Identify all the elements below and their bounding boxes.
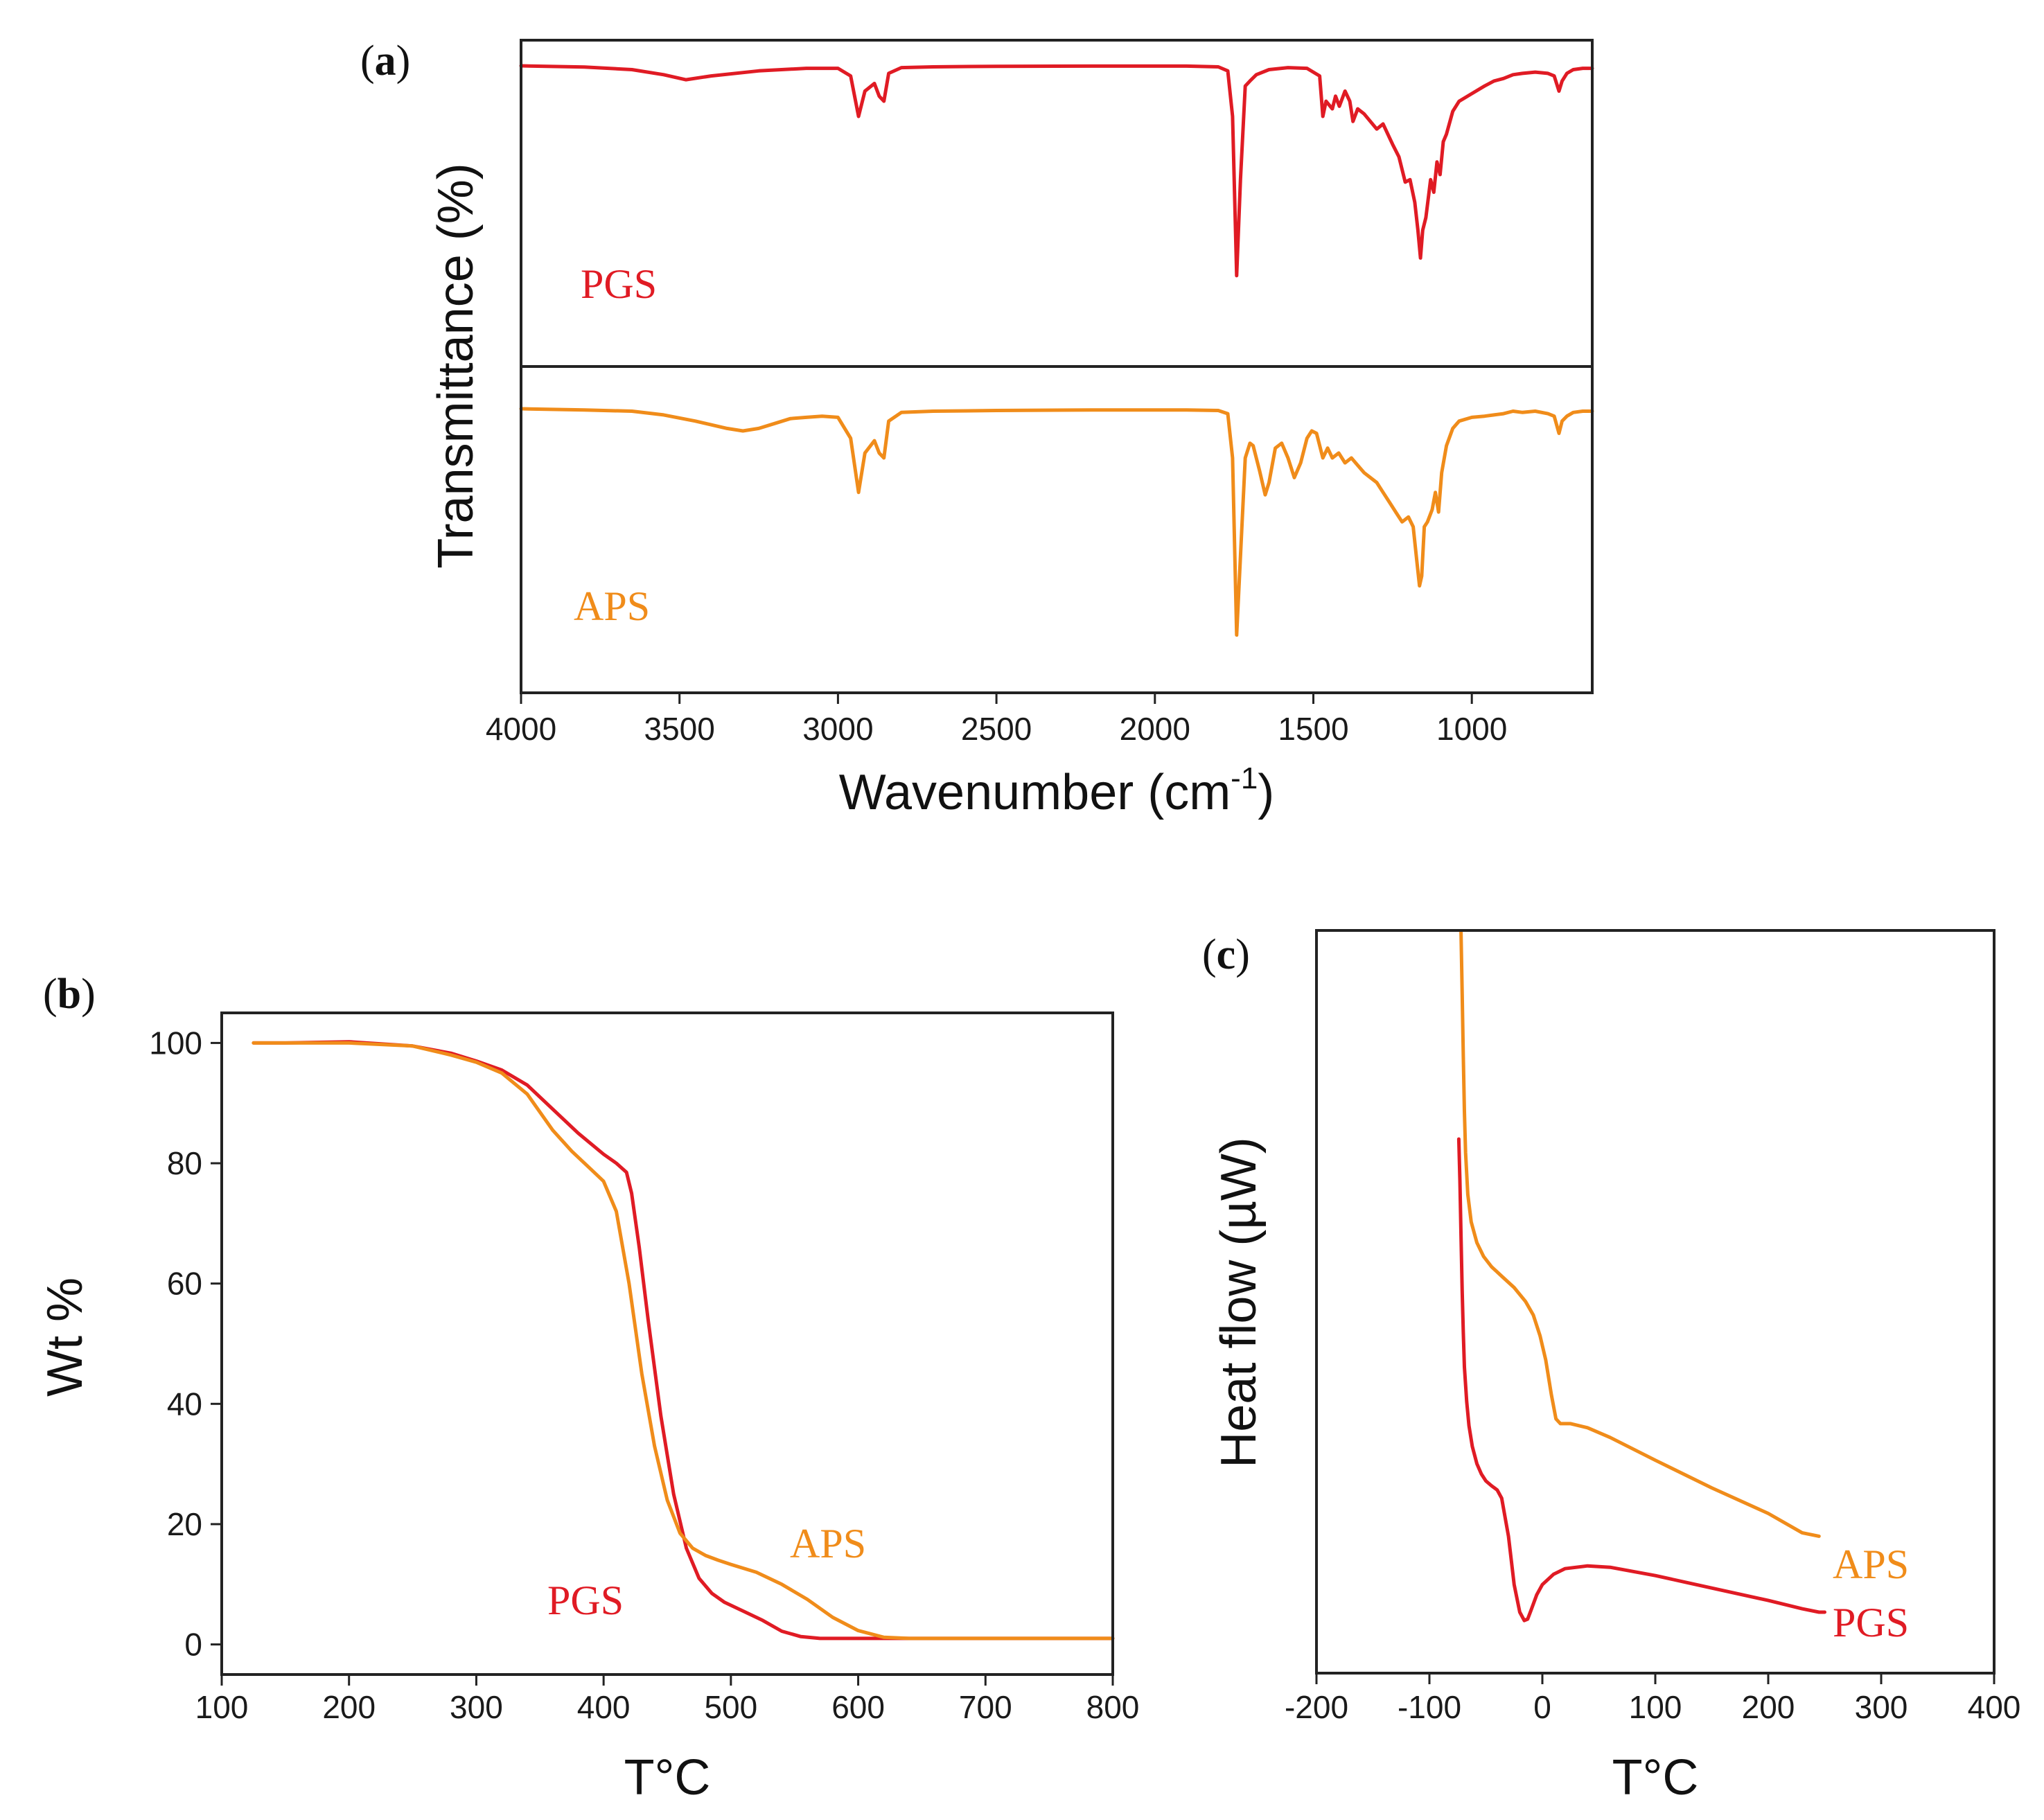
- panel-a-aps-label: APS: [574, 583, 650, 629]
- panel-a-pgs-label: PGS: [581, 261, 657, 307]
- panel-c: (c) -200 -100 0 100 200 300 400 APS PGS T°C He…: [1202, 929, 2020, 1805]
- panel-b-pgs-label: PGS: [547, 1578, 624, 1623]
- panel-a-x-tick-label: 1000: [1436, 711, 1507, 747]
- panel-b-x-tick-label: 300: [450, 1689, 503, 1725]
- panel-c-x-tick-label: -100: [1398, 1689, 1461, 1725]
- panel-b-x-tick-label: 500: [704, 1689, 757, 1725]
- panel-a-label: (a): [360, 37, 410, 85]
- panel-c-x-ticks: -200 -100 0 100 200 300 400: [1285, 1673, 2020, 1725]
- panel-b-x-tick-label: 400: [577, 1689, 631, 1725]
- panel-a-x-tick-label: 2000: [1120, 711, 1190, 747]
- panel-b-y-tick-label: 0: [184, 1627, 202, 1663]
- panel-c-x-tick-label: 400: [1968, 1689, 2021, 1725]
- panel-b-x-axis-title: T°C: [624, 1750, 711, 1805]
- panel-c-x-tick-label: 300: [1855, 1689, 1908, 1725]
- panel-b-label: (b): [43, 971, 96, 1018]
- panel-a-x-tick-label: 4000: [486, 711, 556, 747]
- panel-c-x-axis-title: T°C: [1612, 1750, 1699, 1805]
- panel-b-ticks: 100 200 300 400 500 600 700 800 0 20 40 60 80 100: [149, 1025, 1139, 1725]
- panel-a-x-tick-label: 3000: [802, 711, 873, 747]
- panel-a-plot-area: [519, 64, 1594, 637]
- panel-b-plot-area: [252, 1040, 1115, 1641]
- panel-b-aps-label: APS: [790, 1521, 866, 1566]
- panel-c-x-tick-label: -200: [1285, 1689, 1348, 1725]
- panel-a-series-pgs: [519, 64, 1594, 278]
- panel-b-series-aps: [252, 1041, 1115, 1641]
- panel-b-y-axis-title: Wt %: [37, 1278, 93, 1397]
- panel-a-x-tick-label: 1500: [1278, 711, 1348, 747]
- panel-b-y-tick-label: 20: [167, 1506, 202, 1542]
- panel-c-plot-area: [1456, 930, 1826, 1623]
- panel-c-series-aps: [1459, 930, 1821, 1538]
- panel-a-y-axis-title: Transmittance (%): [428, 163, 484, 568]
- panel-c-frame: [1315, 929, 1995, 1675]
- panel-b: (b) 100 200 300 400 500 600 700 800020406080100…: [37, 971, 1139, 1805]
- panel-c-x-tick-label: 0: [1533, 1689, 1551, 1725]
- panel-b-x-tick-label: 200: [322, 1689, 376, 1725]
- panel-a-x-axis-title: Wavenumber (cm-1): [839, 761, 1275, 820]
- panel-b-x-tick-label: 100: [195, 1689, 249, 1725]
- panel-c-y-axis-title: Heat flow (µW): [1211, 1137, 1267, 1468]
- panel-c-x-tick-label: 100: [1629, 1689, 1682, 1725]
- panel-b-y-tick-label: 100: [149, 1025, 202, 1061]
- panel-a-x-tick-label: 2500: [961, 711, 1032, 747]
- panel-a: (a) 4000 3500 3000 2500 2000 1500 1000 PGS APS…: [360, 37, 1594, 820]
- panel-c-x-tick-label: 200: [1742, 1689, 1795, 1725]
- panel-b-x-tick-label: 600: [831, 1689, 885, 1725]
- panel-b-y-tick-label: 60: [167, 1266, 202, 1302]
- panel-b-y-tick-label: 40: [167, 1386, 202, 1422]
- panel-a-x-tick-label: 3500: [644, 711, 715, 747]
- panel-c-series-pgs: [1456, 1137, 1826, 1623]
- panel-c-label: (c): [1202, 931, 1250, 978]
- panel-b-x-tick-label: 800: [1086, 1689, 1140, 1725]
- panel-b-y-tick-label: 80: [167, 1145, 202, 1181]
- panel-c-pgs-label: PGS: [1833, 1600, 1909, 1645]
- panel-b-frame: [220, 1011, 1114, 1676]
- panel-c-aps-label: APS: [1833, 1541, 1909, 1587]
- panel-a-x-ticks: 4000 3500 3000 2500 2000 1500 1000: [486, 693, 1507, 747]
- panel-b-x-tick-label: 700: [959, 1689, 1012, 1725]
- panel-b-series-pgs: [252, 1040, 1115, 1641]
- panel-a-series-aps: [519, 407, 1594, 637]
